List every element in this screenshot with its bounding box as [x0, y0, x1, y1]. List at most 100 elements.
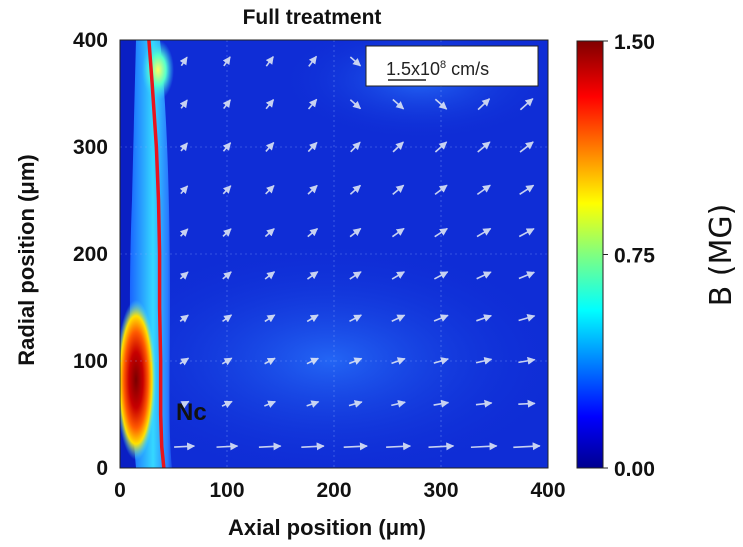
velocity-arrow — [386, 442, 412, 451]
velocity-scale-legend: 1.5x108 cm/s — [365, 45, 539, 87]
x-axis-label: Axial position (μm) — [228, 515, 426, 540]
velocity-arrow — [306, 271, 319, 280]
velocity-arrow — [222, 271, 232, 280]
colorbar-ticks: 0.00 0.75 1.50 — [603, 31, 655, 481]
y-tick-label: 300 — [73, 136, 108, 159]
velocity-arrow — [308, 55, 318, 67]
velocity-arrow — [392, 184, 405, 195]
peak-field-region — [120, 300, 156, 460]
x-tick-label: 300 — [423, 479, 458, 502]
velocity-arrow — [179, 314, 189, 323]
velocity-arrow — [221, 357, 233, 366]
velocity-arrow — [264, 271, 276, 280]
velocity-arrow — [174, 442, 196, 451]
colorbar-label: B (MG) — [704, 204, 739, 307]
colorbar-gradient — [576, 40, 604, 469]
velocity-arrow — [434, 227, 448, 238]
velocity-arrow — [349, 99, 362, 110]
plot-frame — [119, 39, 549, 469]
velocity-arrow — [179, 228, 189, 237]
y-axis-label: Radial position (μm) — [14, 154, 39, 365]
velocity-arrow — [518, 271, 536, 280]
velocity-arrow — [477, 98, 491, 111]
velocity-arrow — [306, 400, 320, 408]
velocity-arrow — [349, 227, 362, 238]
velocity-arrow — [306, 357, 320, 366]
velocity-arrow — [349, 314, 363, 323]
legend-text: 1.5x108 cm/s — [386, 59, 489, 79]
velocity-arrow — [179, 400, 190, 409]
colorbar-tick-label: 1.50 — [614, 31, 655, 54]
velocity-arrow — [518, 228, 535, 238]
velocity-arrow — [301, 442, 325, 451]
velocity-arrow — [264, 314, 276, 323]
x-tick-label: 0 — [114, 479, 126, 502]
velocity-arrow — [392, 98, 405, 110]
velocity-arrow — [348, 357, 363, 365]
velocity-arrow — [264, 357, 276, 366]
velocity-arrow — [265, 98, 275, 110]
velocity-arrow — [434, 184, 448, 196]
velocity-arrow — [222, 185, 232, 195]
velocity-arrow — [391, 399, 406, 408]
y-tick-label: 100 — [73, 350, 108, 373]
heatmap-plot-area — [120, 40, 548, 468]
velocity-arrow — [216, 442, 239, 451]
velocity-arrow — [265, 55, 274, 67]
velocity-arrow — [391, 314, 406, 322]
velocity-arrow — [513, 442, 541, 451]
velocity-arrow — [222, 142, 232, 152]
x-tick-label: 100 — [209, 479, 244, 502]
velocity-arrow — [221, 400, 233, 409]
velocity-arrow — [470, 442, 498, 451]
velocity-arrow — [434, 141, 448, 153]
velocity-arrow — [307, 184, 318, 195]
y-tick-label: 200 — [73, 243, 108, 266]
velocity-arrow — [306, 314, 319, 323]
velocity-arrow — [391, 227, 405, 238]
velocity-arrow — [179, 142, 189, 152]
contour-label: Nc — [176, 399, 207, 426]
velocity-arrow — [349, 184, 362, 195]
velocity-arrow — [264, 400, 276, 408]
velocity-arrow — [222, 228, 232, 237]
top-field-spot — [142, 40, 174, 100]
velocity-arrow — [519, 141, 534, 153]
velocity-arrow — [518, 356, 536, 365]
x-tick-label: 400 — [530, 479, 565, 502]
velocity-arrow — [476, 271, 492, 280]
colorbar-tick-label: 0.00 — [614, 458, 655, 481]
velocity-arrow — [433, 271, 449, 280]
velocity-arrow — [350, 141, 361, 153]
velocity-arrow — [391, 357, 406, 365]
velocity-arrow — [476, 314, 493, 322]
velocity-arrow — [391, 271, 406, 280]
y-axis-ticks: 0 100 200 300 400 — [73, 29, 108, 480]
velocity-arrow — [349, 271, 362, 280]
velocity-arrow — [222, 56, 231, 67]
velocity-arrow — [258, 442, 282, 451]
velocity-arrow — [179, 99, 188, 109]
velocity-arrow — [434, 98, 448, 110]
velocity-arrow — [475, 356, 493, 365]
velocity-arrow — [349, 56, 362, 67]
velocity-arrow — [307, 141, 318, 153]
velocity-arrow — [476, 184, 491, 196]
velocity-arrow — [475, 399, 493, 408]
chart-title: Full treatment — [243, 6, 382, 29]
velocity-arrow — [519, 98, 534, 111]
velocity-arrow — [222, 314, 233, 323]
x-tick-label: 200 — [316, 479, 351, 502]
velocity-arrow — [179, 185, 189, 195]
colorbar: 0.00 0.75 1.50 B (MG) — [576, 31, 739, 481]
velocity-arrow — [518, 314, 536, 322]
velocity-arrow — [476, 227, 492, 238]
velocity-arrow — [518, 399, 536, 408]
velocity-arrow — [433, 314, 449, 322]
velocity-arrow — [179, 271, 189, 280]
velocity-arrow — [307, 227, 319, 238]
velocity-arrow — [519, 184, 535, 195]
velocity-arrow — [433, 357, 449, 365]
velocity-arrow — [264, 228, 275, 238]
